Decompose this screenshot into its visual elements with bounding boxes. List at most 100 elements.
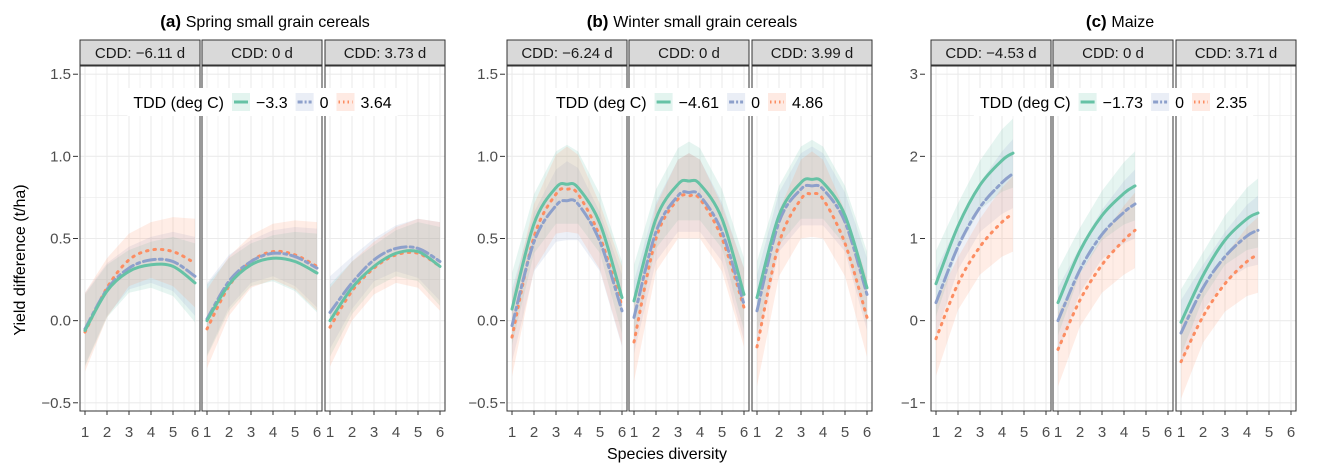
x-tick-label: 5 [414,424,422,441]
ci-ribbon [330,218,440,367]
ci-ribbon [207,231,317,357]
y-tick-label: −0.5 [41,395,71,412]
x-tick-label: 5 [169,424,177,441]
series-line [510,181,624,311]
facet-strip [79,39,201,66]
x-tick-label: 1 [508,424,516,441]
legend-item-label: −4.61 [679,95,720,112]
facet-strip-label: CDD: −6.24 d [521,45,612,62]
series-line [934,172,1015,305]
panel-title: (a) Spring small grain cereals [160,12,370,31]
legend-item-label: 4.86 [792,95,823,112]
ci-ribbon [512,144,622,346]
y-tick-label: −0.5 [468,395,498,412]
legend-background [549,88,830,116]
series-line [755,183,869,313]
x-tick-label: 6 [1287,424,1295,441]
legend-item: 0 [295,93,329,112]
panel-group: (a) Spring small grain cereals −0.5 0.0 0.5… [41,12,1297,441]
legend-item-label: 0 [751,95,760,112]
facet-strip [324,39,446,66]
x-tick-label: 5 [1265,424,1273,441]
x-tick-label: 2 [1076,424,1084,441]
facet-strip-label: CDD: 0 d [231,45,293,62]
x-tick-label: 4 [1120,424,1128,441]
facet-panel: CDD: 3.73 d 1 2 3 4 5 6 [324,39,446,441]
y-tick-label: 0.0 [477,313,498,330]
x-tick-label: 6 [313,424,321,441]
y-tick-label: −1 [901,395,918,412]
x-tick-label: 6 [1164,424,1172,441]
x-tick-label: 1 [326,424,334,441]
series-line [755,177,869,300]
facet-panel: CDD: 0 d 1 2 3 4 5 6 [1052,39,1174,441]
panel-title-text: Spring small grain cereals [186,14,370,31]
ci-ribbon [1181,217,1258,399]
legend-title: TDD (deg C) [556,95,647,112]
x-tick-label: 2 [225,424,233,441]
legend-item-label: 2.35 [1216,95,1247,112]
legend-item-label: 0 [320,95,329,112]
y-tick-label: 1.0 [477,148,498,165]
x-tick-label: 4 [1243,424,1251,441]
x-tick-label: 4 [819,424,827,441]
x-tick-label: 6 [740,424,748,441]
chart-panel-1: (a) Spring small grain cereals −0.5 0.0 0.5… [41,12,446,441]
panel-title-letter: (b) [587,12,613,31]
x-tick-label: 2 [1199,424,1207,441]
facet-strip-label: CDD: 3.71 d [1195,45,1278,62]
facet-border [506,65,628,412]
x-tick-label: 2 [103,424,111,441]
legend-item: 4.86 [768,93,823,112]
x-tick-label: 6 [436,424,444,441]
panel-title-text: Winter small grain cereals [613,14,797,31]
x-tick-label: 1 [1054,424,1062,441]
facet-panel: CDD: 3.99 d 1 2 3 4 5 6 [751,39,873,441]
facet-panel: CDD: 0 d 1 2 3 4 5 6 [201,39,323,441]
y-tick-label: 1 [910,231,918,248]
legend-key-box [768,93,786,111]
x-tick-label: 1 [753,424,761,441]
facet-strip [201,39,323,66]
x-tick-label: 3 [247,424,255,441]
legend-item: −1.73 [1078,93,1143,112]
ci-ribbon [634,141,744,338]
x-tick-label: 3 [552,424,560,441]
y-tick-label: 0 [910,313,918,330]
ci-ribbon [1058,169,1135,354]
ci-ribbon [1181,178,1258,356]
x-tick-label: 4 [574,424,582,441]
series-line [328,245,442,314]
x-tick-label: 3 [1221,424,1229,441]
series-line [205,251,319,321]
facet-strip-label: CDD: 0 d [658,45,720,62]
x-tick-label: 3 [976,424,984,441]
series-line [1179,228,1260,335]
series-line [205,256,319,323]
x-tick-label: 2 [530,424,538,441]
legend-item: 2.35 [1192,93,1247,112]
x-tick-label: 2 [652,424,660,441]
x-tick-label: 3 [1098,424,1106,441]
series-line [1056,202,1137,323]
facet-border [79,65,201,412]
facet-strip [1052,39,1174,66]
facet-panel: CDD: 0 d 1 2 3 4 5 6 [628,39,750,441]
facet-strip-label: CDD: −6.11 d [95,45,185,62]
x-tick-label: 5 [841,424,849,441]
legend-background [127,88,398,116]
facet-border [628,65,750,412]
ci-ribbon [85,236,195,367]
facet-strip-label: CDD: 3.99 d [771,45,854,62]
facet-panel: CDD: 3.71 d 1 2 3 4 5 6 [1175,39,1297,441]
facet-border [1052,65,1174,412]
series-line [328,249,442,323]
y-tick-label: 1.0 [50,148,71,165]
ci-ribbon [936,139,1013,336]
y-tick-label: 3 [910,66,918,83]
legend: TDD (deg C) −1.73 0 2.35 [973,88,1254,116]
ci-ribbon [634,153,744,354]
facet-strip [506,39,628,66]
